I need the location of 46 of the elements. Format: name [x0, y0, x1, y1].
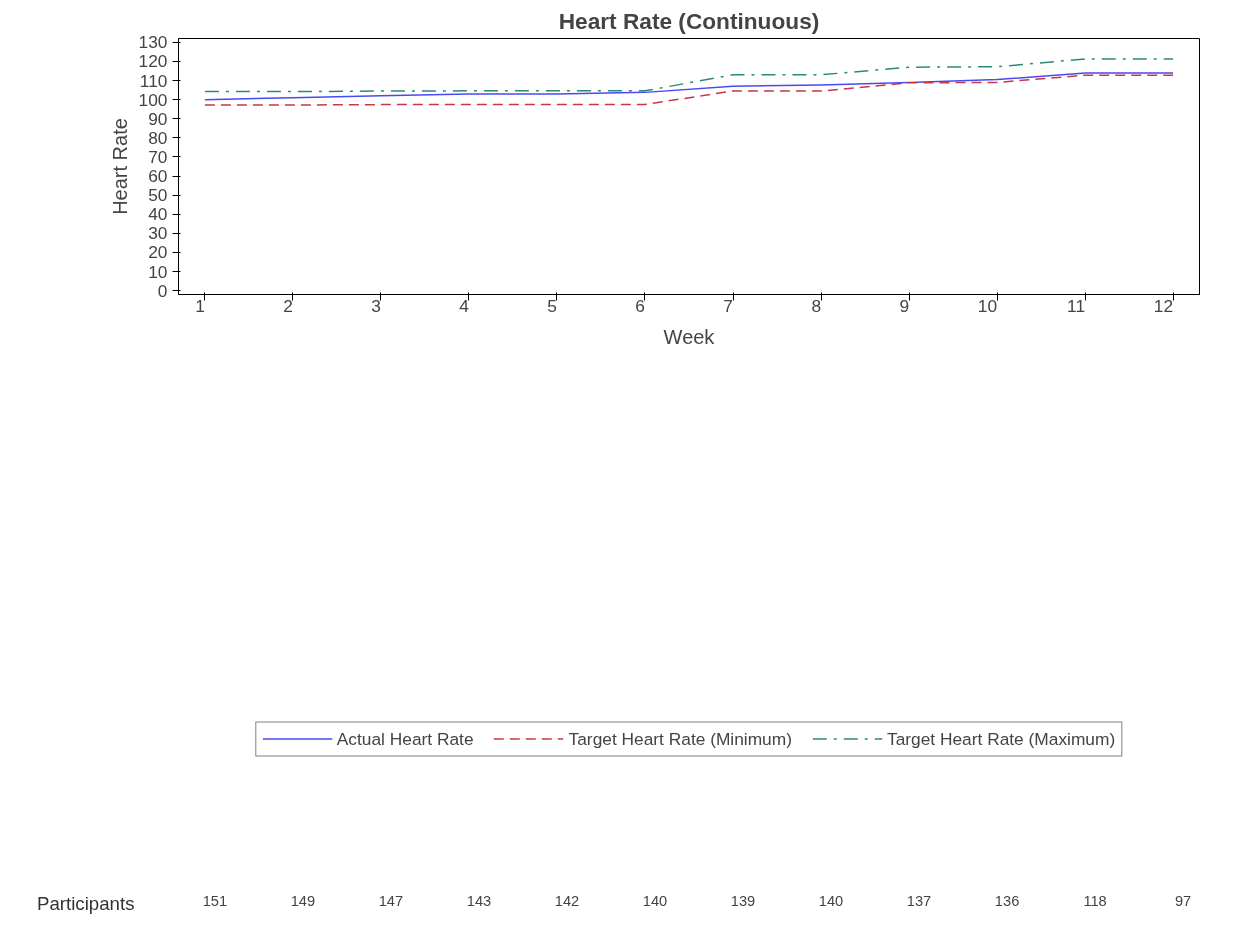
y-tick-label: 90 — [148, 108, 168, 129]
y-tick-label: 110 — [139, 70, 168, 91]
y-axis-title: Heart Rate — [108, 118, 131, 215]
text: 118 — [1083, 892, 1107, 909]
x-tick-label: 9 — [899, 295, 910, 316]
text: 97 — [1174, 892, 1192, 909]
text: 136 — [994, 892, 1020, 909]
x-tick-label: 7 — [723, 295, 734, 316]
y-tick-label: 20 — [148, 242, 168, 263]
y-tick-label: 120 — [138, 51, 168, 72]
x-tick-label: 11 — [1067, 295, 1086, 316]
line-series — [204, 58, 1174, 93]
text: 140 — [818, 892, 844, 909]
x-tick-label: 2 — [283, 295, 293, 316]
text: 140 — [642, 892, 668, 909]
y-tick-label: 80 — [148, 127, 168, 148]
y-tick-label: 0 — [157, 280, 168, 301]
y-tick-label: 60 — [148, 166, 168, 187]
chart-title: Heart Rate (Continuous) — [558, 7, 820, 34]
x-tick-label: 3 — [371, 295, 381, 316]
legend-label: Actual Heart Rate — [336, 728, 474, 750]
y-tick-label: 10 — [148, 261, 168, 282]
legend-label: Target Heart Rate (Minimum) — [568, 728, 792, 750]
text: Participants — [37, 892, 135, 916]
x-tick-label: 1 — [195, 295, 205, 316]
y-tick-label: 50 — [148, 185, 168, 206]
x-tick-label: 5 — [547, 295, 557, 316]
text: 147 — [378, 892, 404, 909]
y-tick-label: 70 — [148, 146, 168, 167]
text: 137 — [906, 892, 932, 909]
x-tick-label: 6 — [635, 295, 645, 316]
y-tick-label: 30 — [148, 223, 168, 244]
text: 151 — [202, 892, 228, 909]
legend-label: Target Heart Rate (Maximum) — [886, 728, 1116, 750]
x-axis-title: Week — [663, 325, 716, 348]
y-tick-label: 40 — [148, 204, 168, 225]
x-tick-label: 8 — [811, 295, 822, 316]
x-tick-label: 12 — [1153, 295, 1174, 316]
text: 139 — [730, 892, 756, 909]
text: 149 — [290, 892, 316, 909]
text: 142 — [554, 892, 580, 909]
x-tick-label: 10 — [977, 295, 998, 316]
y-tick-label: 130 — [138, 32, 168, 53]
y-tick-label: 100 — [138, 89, 168, 110]
text: 143 — [466, 892, 492, 909]
x-tick-label: 4 — [459, 295, 470, 316]
